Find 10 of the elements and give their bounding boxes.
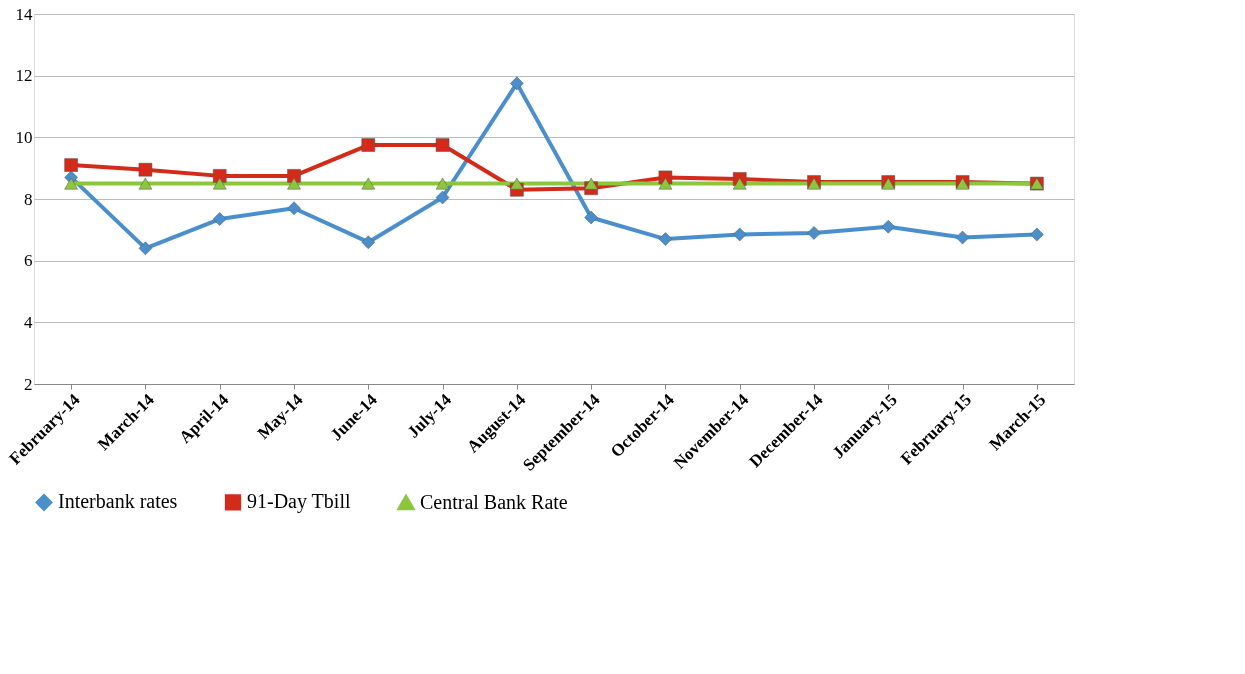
- y-tick-label: 2: [24, 374, 33, 394]
- y-tick-label: 4: [24, 312, 33, 332]
- legend-label: 91-Day Tbill: [247, 490, 351, 514]
- y-tick-label: 12: [15, 66, 33, 86]
- y-tick-label: 10: [15, 127, 33, 147]
- legend-label: Central Bank Rate: [420, 490, 568, 513]
- y-tick-label: 8: [24, 189, 33, 209]
- legend-label: Interbank rates: [58, 490, 178, 513]
- y-tick-label: 14: [15, 4, 33, 24]
- y-tick-label: 6: [24, 251, 33, 271]
